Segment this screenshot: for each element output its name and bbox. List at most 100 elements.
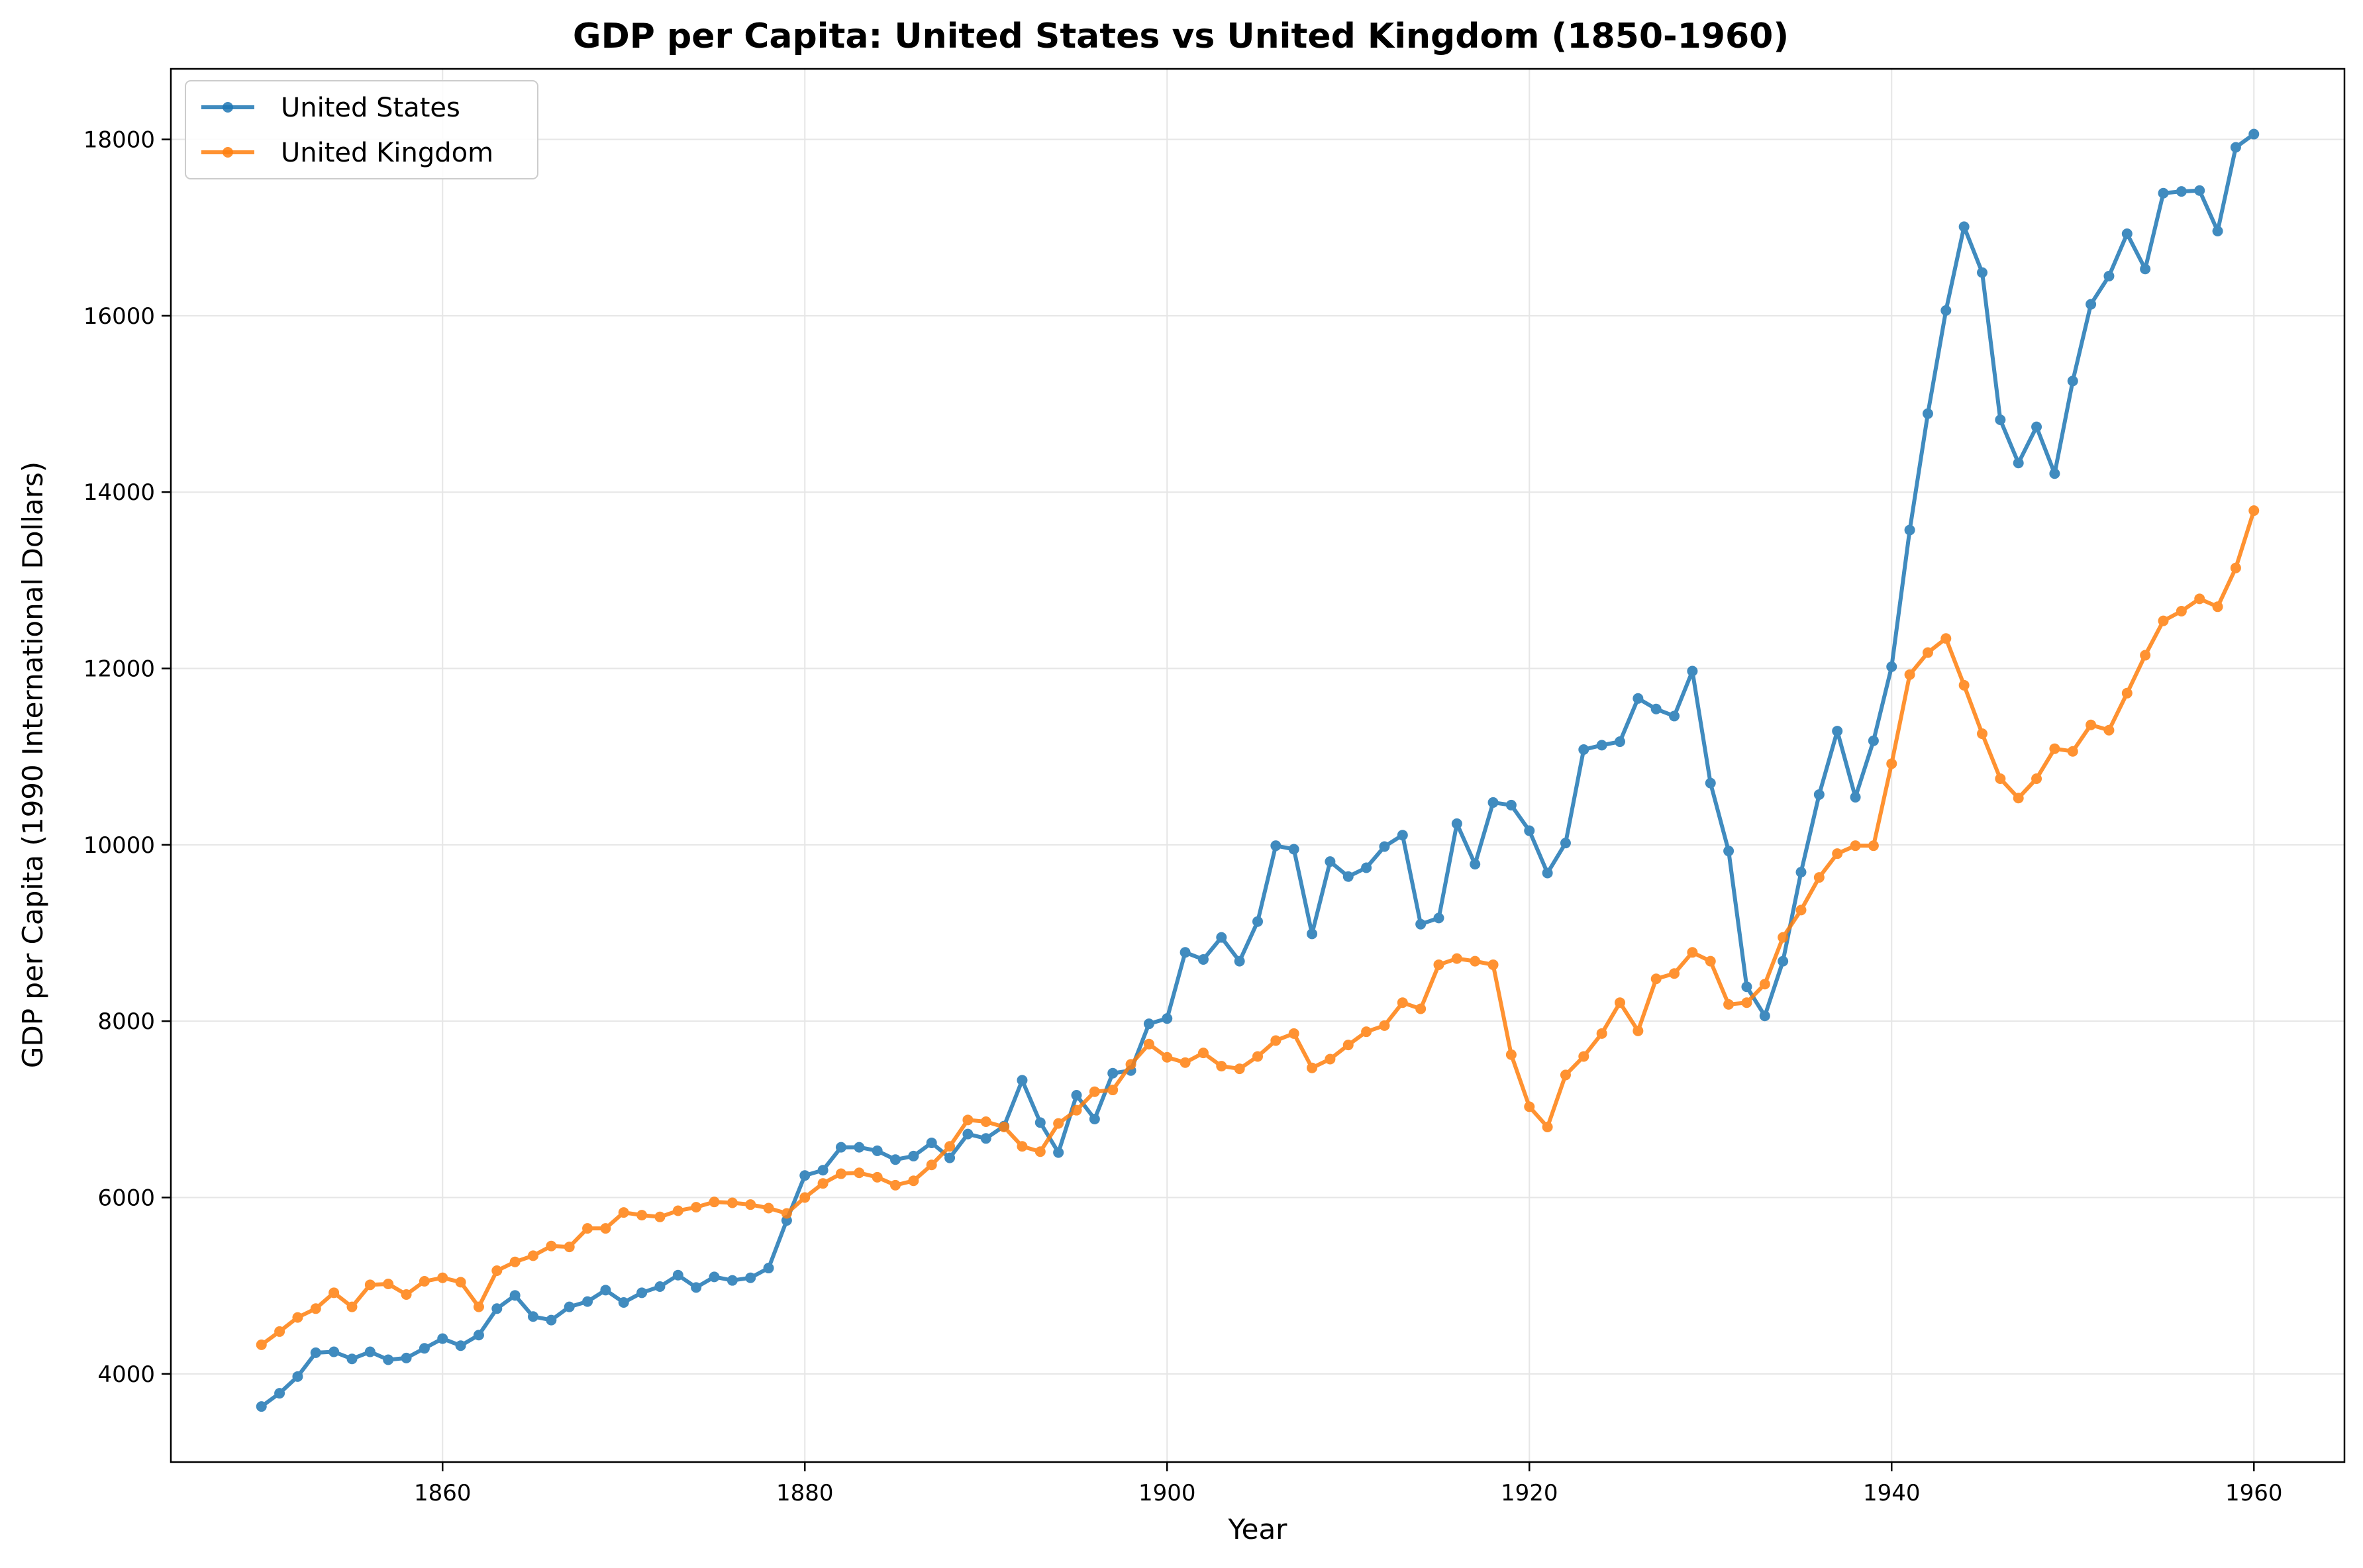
x-tick-label: 1880 <box>776 1480 834 1506</box>
data-point-united-kingdom <box>1234 1063 1245 1075</box>
data-point-united-kingdom <box>618 1207 629 1218</box>
data-point-united-states <box>1180 947 1191 958</box>
data-point-united-states <box>1288 844 1299 855</box>
data-point-united-kingdom <box>2013 793 2024 804</box>
data-point-united-states <box>1813 789 1825 800</box>
data-point-united-states <box>709 1271 720 1283</box>
data-point-united-states <box>835 1142 846 1153</box>
data-point-united-states <box>310 1347 321 1358</box>
data-point-united-states <box>1669 710 1680 722</box>
data-point-united-kingdom <box>2248 505 2260 516</box>
data-point-united-kingdom <box>1741 997 1752 1008</box>
data-point-united-kingdom <box>1415 1003 1427 1014</box>
data-point-united-kingdom <box>1832 848 1843 859</box>
data-point-united-states <box>2121 228 2133 240</box>
data-point-united-states <box>1940 305 1952 316</box>
data-point-united-states <box>799 1170 811 1181</box>
data-point-united-kingdom <box>256 1339 267 1350</box>
data-point-united-kingdom <box>1487 959 1499 970</box>
x-tick-label: 1940 <box>1863 1480 1921 1506</box>
data-point-united-states <box>1615 736 1625 748</box>
data-point-united-states <box>1560 838 1571 849</box>
data-point-united-states <box>2176 186 2187 197</box>
data-point-united-kingdom <box>1795 905 1807 916</box>
data-point-united-states <box>1325 856 1336 867</box>
data-point-united-states <box>1017 1075 1028 1086</box>
data-point-united-kingdom <box>1288 1028 1299 1039</box>
data-point-united-kingdom <box>1886 758 1897 769</box>
data-point-united-states <box>1850 791 1861 803</box>
data-point-united-states <box>1578 744 1589 756</box>
data-point-united-states <box>2086 299 2097 310</box>
data-point-united-kingdom <box>1089 1086 1100 1097</box>
data-point-united-kingdom <box>2176 605 2187 616</box>
data-point-united-states <box>1778 956 1789 967</box>
data-point-united-states <box>2158 187 2169 199</box>
data-point-united-kingdom <box>1778 932 1789 943</box>
data-point-united-kingdom <box>1995 773 2006 784</box>
data-point-united-states <box>618 1297 629 1308</box>
data-point-united-kingdom <box>854 1167 865 1179</box>
data-point-united-kingdom <box>2067 746 2078 757</box>
data-point-united-states <box>1234 956 1245 967</box>
data-point-united-states <box>1470 859 1481 870</box>
data-point-united-kingdom <box>1850 840 1861 852</box>
data-point-united-kingdom <box>546 1240 557 1251</box>
data-point-united-kingdom <box>1197 1048 1209 1059</box>
data-point-united-kingdom <box>1143 1038 1154 1050</box>
data-point-united-kingdom <box>2140 650 2151 661</box>
data-point-united-kingdom <box>1216 1061 1227 1072</box>
data-point-united-kingdom <box>2230 562 2241 573</box>
data-point-united-kingdom <box>1904 669 1915 680</box>
data-point-united-states <box>1650 703 1662 714</box>
data-point-united-kingdom <box>328 1287 340 1298</box>
data-point-united-states <box>980 1133 991 1144</box>
data-point-united-kingdom <box>1433 959 1444 970</box>
data-point-united-kingdom <box>2049 743 2060 754</box>
data-point-united-kingdom <box>600 1223 611 1234</box>
data-point-united-states <box>854 1142 865 1153</box>
data-point-united-kingdom <box>944 1141 956 1152</box>
data-point-united-kingdom <box>1505 1049 1517 1060</box>
data-point-united-kingdom <box>310 1303 321 1314</box>
data-point-united-states <box>2248 128 2260 140</box>
data-point-united-kingdom <box>1813 872 1825 883</box>
data-point-united-kingdom <box>274 1326 285 1337</box>
data-point-united-states <box>1433 912 1444 924</box>
x-tick-label: 1900 <box>1138 1480 1196 1506</box>
data-point-united-states <box>383 1354 394 1365</box>
data-point-united-states <box>872 1145 883 1156</box>
data-point-united-states <box>2067 375 2078 387</box>
data-point-united-states <box>1397 830 1408 841</box>
data-point-united-kingdom <box>781 1208 792 1219</box>
data-point-united-states <box>582 1296 593 1307</box>
axis-ticks: 1860 1880 1900 1920 1940 1960 4000 6000 8000 1000… <box>83 127 2283 1506</box>
data-point-united-kingdom <box>1940 633 1952 644</box>
data-point-united-states <box>636 1287 648 1298</box>
data-point-united-states <box>437 1333 448 1344</box>
data-point-united-states <box>890 1154 901 1165</box>
data-point-united-states <box>727 1275 738 1286</box>
data-point-united-kingdom <box>2194 593 2205 605</box>
data-point-united-kingdom <box>980 1116 991 1127</box>
data-point-united-states <box>1542 867 1553 879</box>
data-point-united-kingdom <box>1325 1054 1336 1065</box>
data-point-united-states <box>1270 840 1282 852</box>
data-point-united-kingdom <box>926 1159 937 1171</box>
y-tick-label: 6000 <box>97 1185 155 1212</box>
data-point-united-kingdom <box>2121 687 2133 699</box>
legend-marker-united-states <box>223 102 233 113</box>
data-point-united-kingdom <box>1669 968 1680 979</box>
data-point-united-kingdom <box>437 1272 448 1283</box>
data-point-united-kingdom <box>1977 728 1987 740</box>
data-point-united-states <box>944 1152 956 1163</box>
y-tick-label: 8000 <box>97 1008 155 1035</box>
data-point-united-states <box>1795 867 1807 878</box>
data-point-united-kingdom <box>401 1289 412 1300</box>
data-point-united-states <box>473 1330 484 1341</box>
legend-label-united-states: United States <box>281 93 460 123</box>
legend-marker-united-kingdom <box>223 147 233 158</box>
series-united-kingdom <box>256 505 2260 1350</box>
data-point-united-kingdom <box>1578 1051 1589 1062</box>
data-point-united-kingdom <box>1379 1020 1390 1031</box>
